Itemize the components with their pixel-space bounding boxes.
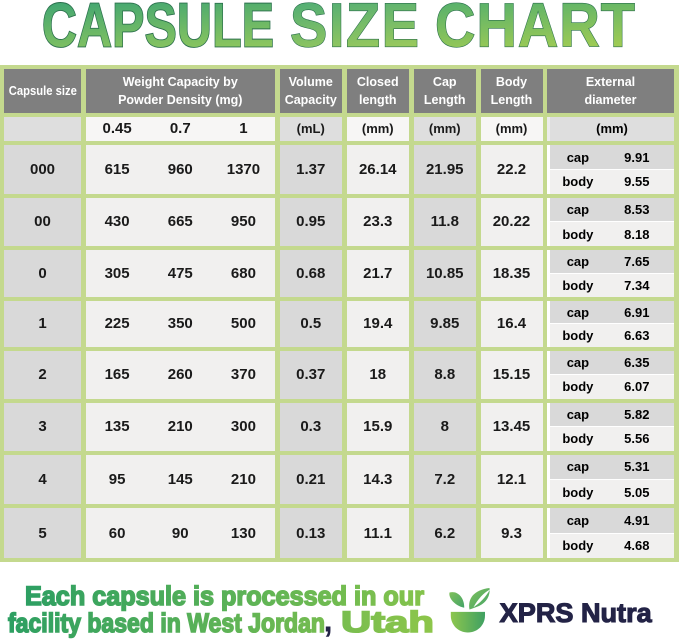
svg-text:XPRS Nutra: XPRS Nutra	[500, 598, 653, 628]
svg-text:Utah: Utah	[341, 606, 434, 639]
svg-text:Each capsule is processed in o: Each capsule is processed in our	[25, 581, 424, 611]
svg-text:CHART: CHART	[435, 0, 635, 60]
svg-text:,: ,	[324, 602, 333, 639]
svg-text:CAPSULE: CAPSULE	[42, 0, 274, 60]
svg-text:facility based in West Jordan: facility based in West Jordan	[8, 608, 325, 638]
svg-text:SIZE: SIZE	[290, 0, 419, 60]
